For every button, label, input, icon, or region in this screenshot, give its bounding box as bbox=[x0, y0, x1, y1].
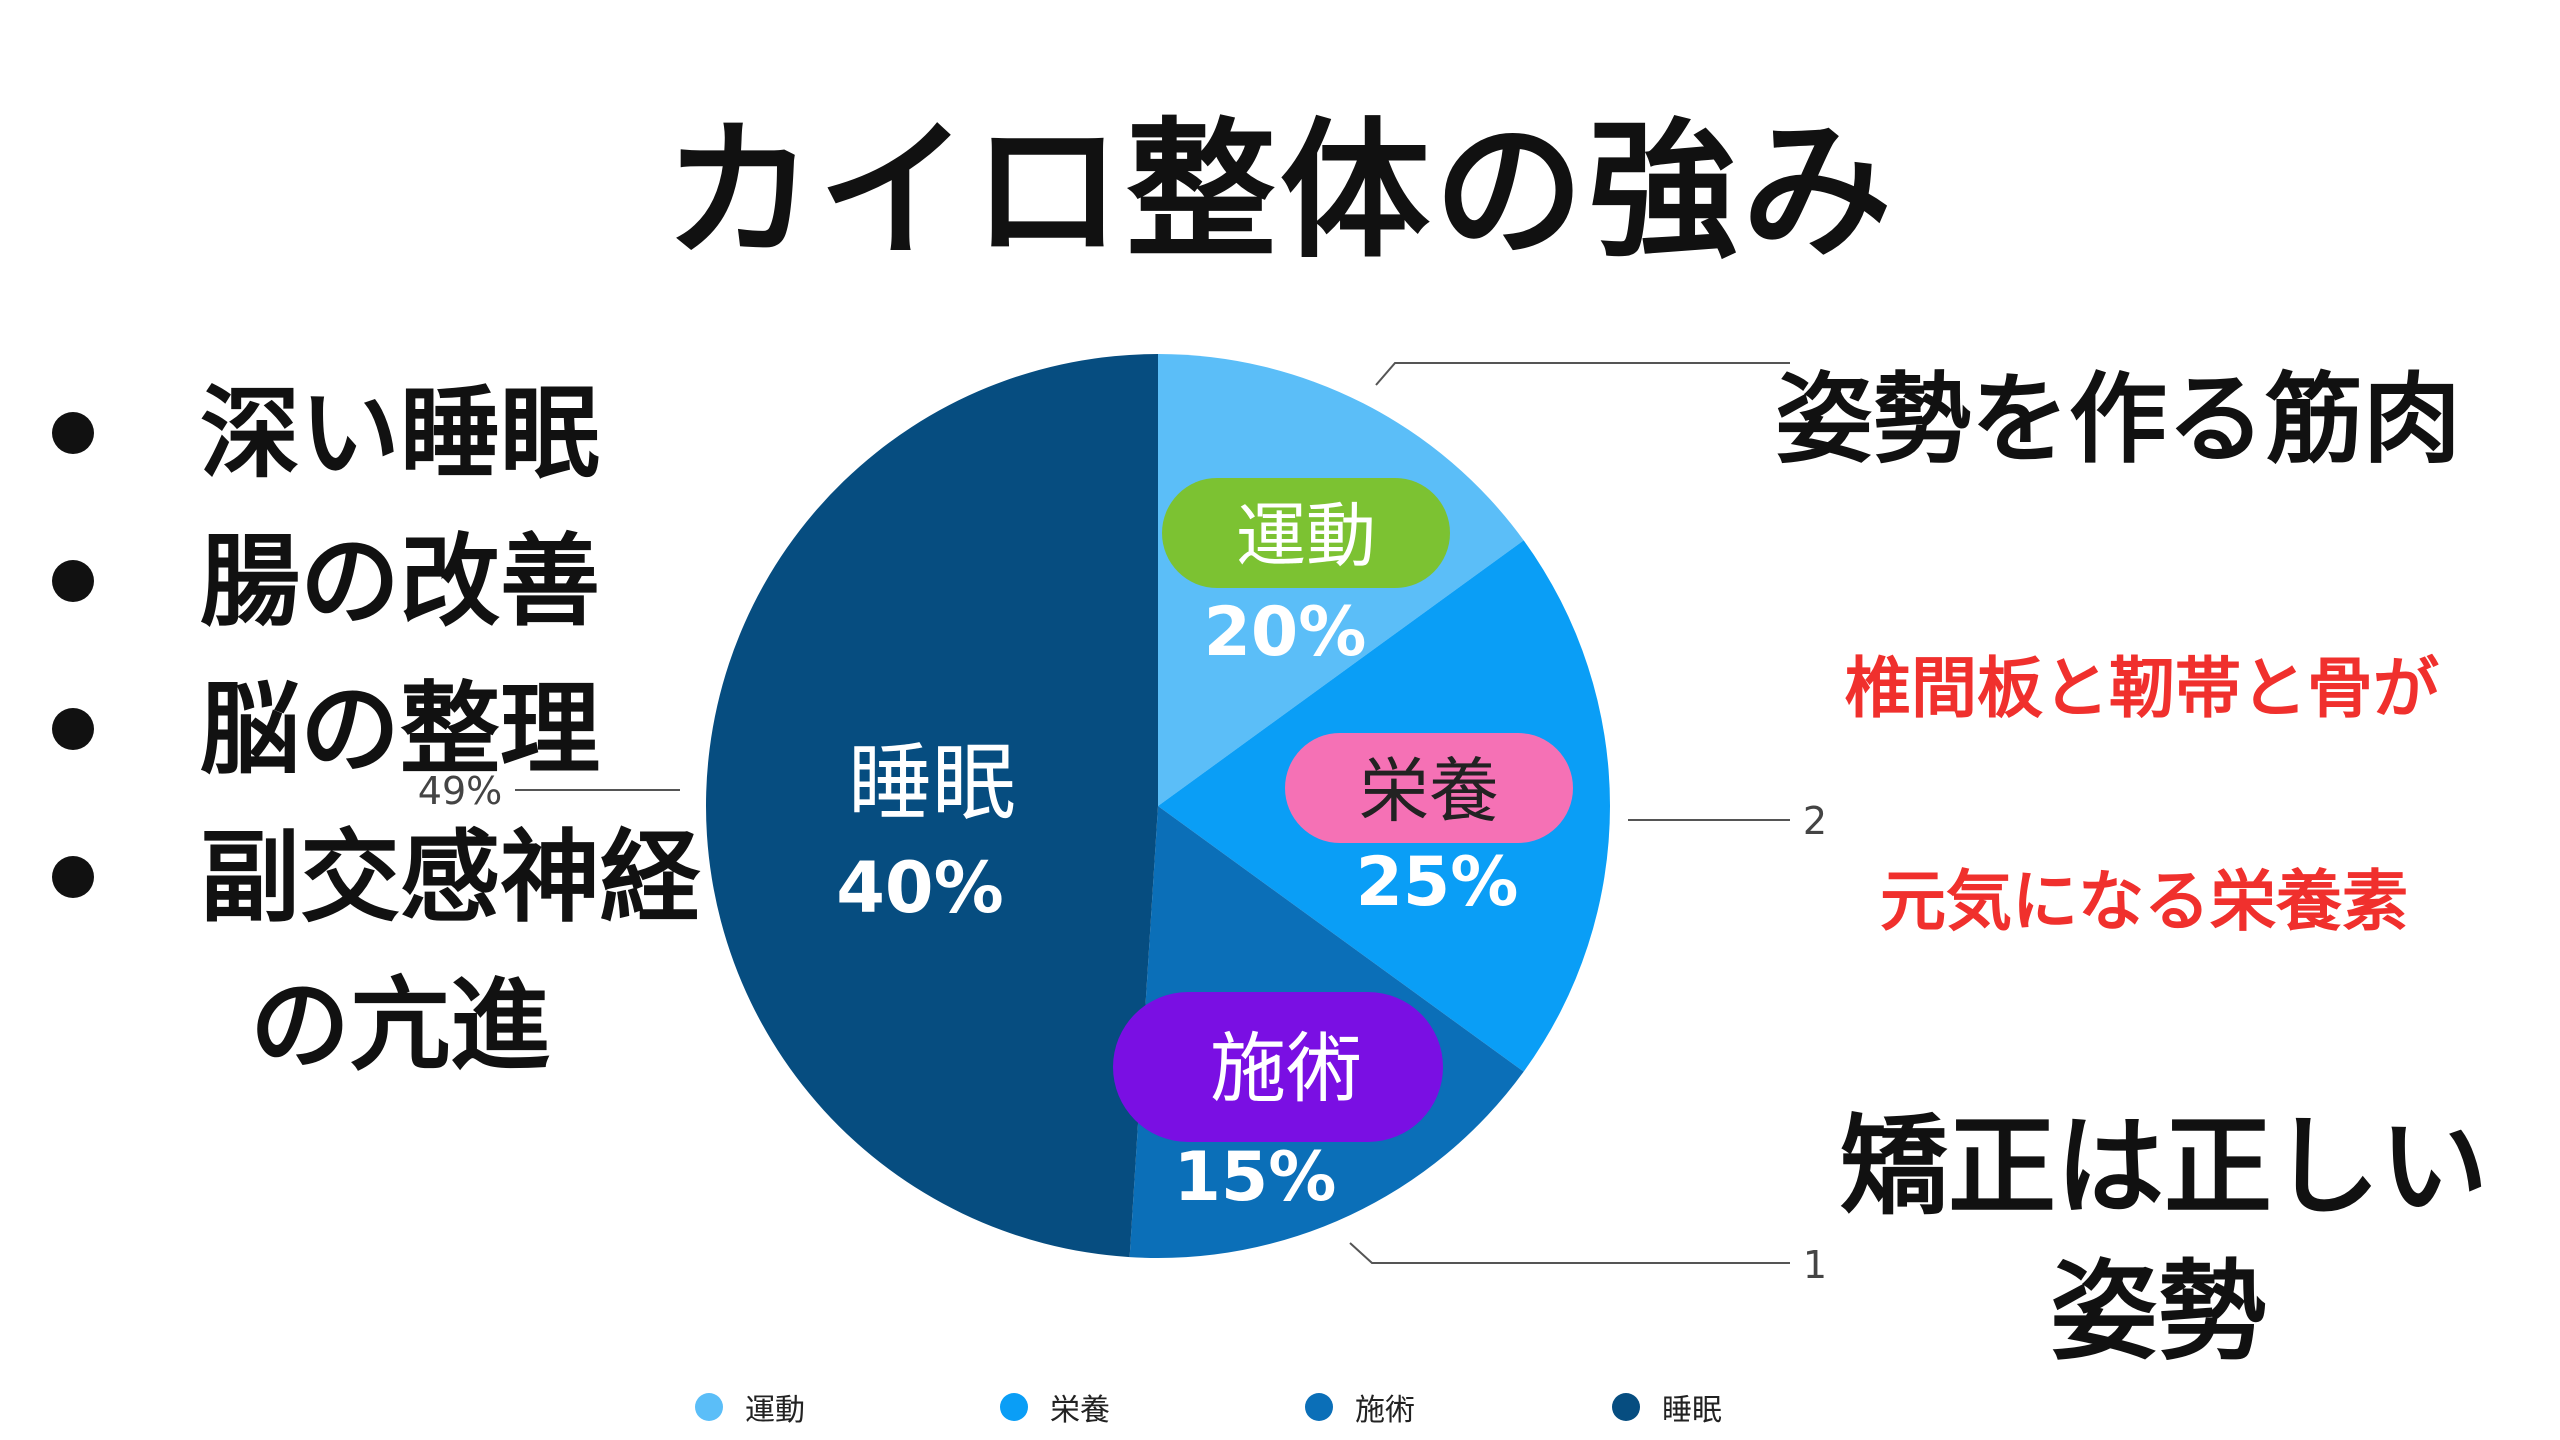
bullet-dot-icon bbox=[52, 560, 94, 602]
benefit-list: 深い睡眠 腸の改善 脳の整理 副交感神経 の亢進 bbox=[40, 360, 720, 1100]
benefit-item: 副交感神経 bbox=[40, 804, 720, 952]
benefit-text: 副交感神経 bbox=[200, 819, 700, 936]
bullet-dot-icon bbox=[52, 708, 94, 750]
benefit-item: 脳の整理 bbox=[40, 656, 720, 804]
slice-label-exercise: 運動 bbox=[1236, 495, 1376, 577]
legend-swatch-icon bbox=[1305, 1393, 1333, 1421]
legend-label: 栄養 bbox=[1050, 1393, 1110, 1428]
benefit-text: の亢進 bbox=[250, 967, 550, 1084]
callout-line-exercise bbox=[1375, 362, 1790, 386]
slice-pct-treatment: 15% bbox=[1174, 1138, 1337, 1217]
correction-text-line2: 姿勢 bbox=[2050, 1250, 2267, 1375]
muscle-text: 姿勢を作る筋肉 bbox=[1775, 363, 2462, 477]
slice-label-nutrition: 栄養 bbox=[1359, 750, 1499, 832]
callout-label-sleep: 49% bbox=[418, 769, 502, 813]
pie-slice-sleep bbox=[706, 354, 1158, 1258]
chart-legend: 運動 栄養 施術 睡眠 bbox=[0, 1385, 2560, 1428]
benefit-text: 深い睡眠 bbox=[200, 375, 600, 492]
page-title: カイロ整体の強み bbox=[663, 105, 1896, 279]
slice-label-sleep: 睡眠 bbox=[848, 734, 1016, 832]
correction-text-line1: 矯正は正しい bbox=[1840, 1105, 2489, 1230]
legend-item-exercise: 運動 bbox=[695, 1385, 805, 1429]
legend-item-nutrition: 栄養 bbox=[1000, 1385, 1110, 1429]
legend-item-treatment: 施術 bbox=[1305, 1385, 1415, 1429]
badge-exercise bbox=[1162, 478, 1450, 588]
nutrient-text-line1: 椎間板と靭帯と骨が bbox=[1845, 650, 2439, 727]
callout-line-treatment bbox=[1349, 1242, 1790, 1264]
legend-label: 運動 bbox=[745, 1393, 805, 1428]
legend-swatch-icon bbox=[695, 1393, 723, 1421]
callout-label-treatment: 1 bbox=[1803, 1243, 1827, 1287]
bullet-dot-icon bbox=[52, 856, 94, 898]
slice-label-treatment: 施術 bbox=[1210, 1024, 1362, 1113]
legend-label: 睡眠 bbox=[1662, 1393, 1722, 1428]
legend-swatch-icon bbox=[1612, 1393, 1640, 1421]
legend-swatch-icon bbox=[1000, 1393, 1028, 1421]
callout-label-nutrition: 2 bbox=[1803, 799, 1827, 843]
benefit-item-continuation: の亢進 bbox=[40, 952, 720, 1100]
badge-nutrition bbox=[1285, 733, 1573, 843]
slice-pct-exercise: 20% bbox=[1204, 593, 1367, 672]
slice-pct-nutrition: 25% bbox=[1356, 843, 1519, 922]
benefit-text: 脳の整理 bbox=[200, 671, 600, 788]
badge-treatment bbox=[1113, 992, 1443, 1142]
benefit-text: 腸の改善 bbox=[200, 523, 600, 640]
bullet-dot-icon bbox=[52, 412, 94, 454]
benefit-item: 腸の改善 bbox=[40, 508, 720, 656]
legend-item-sleep: 睡眠 bbox=[1612, 1385, 1722, 1429]
legend-label: 施術 bbox=[1355, 1393, 1415, 1428]
nutrient-text-line2: 元気になる栄養素 bbox=[1880, 863, 2408, 940]
slice-pct-sleep: 40% bbox=[836, 847, 1004, 929]
benefit-item: 深い睡眠 bbox=[40, 360, 720, 508]
